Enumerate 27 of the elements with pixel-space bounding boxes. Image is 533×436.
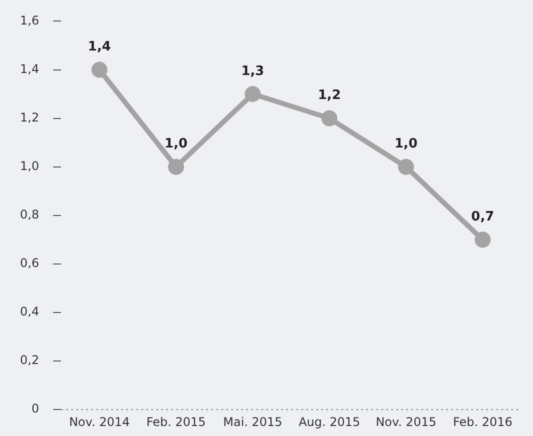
x-tick-label: Mai. 2015 [223, 414, 282, 429]
y-tick-label: 0 [31, 402, 40, 416]
x-tick-label: Nov. 2014 [69, 414, 130, 429]
y-tick-label: 1,6 [20, 13, 40, 28]
y-tick-label: 1,2 [20, 110, 40, 124]
point [398, 158, 414, 175]
data-label: 1,2 [318, 88, 341, 104]
data-label: 1,0 [164, 136, 188, 152]
data-label: 0,7 [471, 210, 494, 225]
y-tick-label: 0,4 [20, 304, 40, 319]
y-tick-label: 0,8 [20, 208, 40, 222]
x-tick-label: Feb. 2015 [146, 414, 206, 429]
point [168, 158, 184, 175]
data-label: 1,4 [88, 40, 111, 55]
y-tick-label: 1,4 [20, 62, 40, 76]
y-tick-label: 1,0 [20, 158, 40, 173]
x-tick-label: Nov. 2015 [376, 414, 436, 429]
x-tick-label: Aug. 2015 [298, 414, 360, 429]
data-label: 1,0 [394, 136, 418, 152]
point [91, 62, 108, 78]
point [244, 86, 261, 102]
x-tick-label: Feb. 2016 [452, 414, 512, 429]
y-tick-label: 0,2 [20, 353, 40, 368]
point [321, 110, 338, 126]
data-label: 1,3 [241, 64, 264, 79]
y-tick-label: 0,6 [20, 256, 40, 270]
point [474, 232, 491, 248]
